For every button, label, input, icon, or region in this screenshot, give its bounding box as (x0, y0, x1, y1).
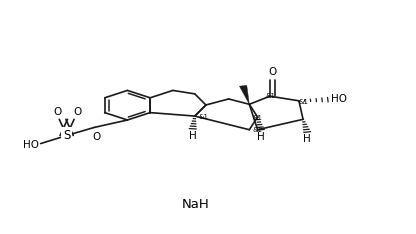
Text: O: O (268, 66, 276, 77)
Text: NaH: NaH (182, 198, 210, 211)
Text: O: O (53, 106, 61, 117)
Text: &1: &1 (253, 115, 262, 121)
Text: &1: &1 (298, 99, 308, 105)
Text: H: H (257, 132, 265, 142)
Text: &1: &1 (198, 114, 208, 120)
Polygon shape (240, 85, 249, 104)
Text: &1: &1 (252, 127, 262, 133)
Text: H: H (303, 134, 311, 144)
Text: S: S (63, 129, 70, 142)
Text: H: H (189, 131, 197, 141)
Text: HO: HO (22, 140, 39, 150)
Text: O: O (93, 132, 101, 143)
Text: O: O (73, 106, 82, 117)
Text: HO: HO (331, 94, 347, 104)
Text: &1: &1 (266, 93, 276, 99)
